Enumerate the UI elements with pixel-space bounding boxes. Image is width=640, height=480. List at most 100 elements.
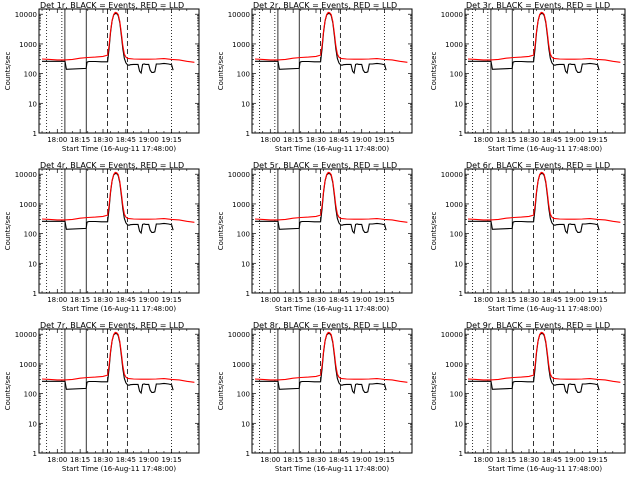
panel-title: Det 1r, BLACK = Events, RED = LLD: [40, 1, 184, 10]
series-group: [41, 331, 195, 395]
y-tick-label: 100: [24, 231, 37, 239]
x-tick-label: 19:15: [374, 296, 394, 304]
x-tick-label: 18:00: [260, 136, 280, 144]
x-tick-label: 19:15: [374, 456, 394, 464]
x-tick-label: 18:45: [542, 296, 562, 304]
x-tick-label: 19:15: [161, 456, 181, 464]
events-series-line: [255, 13, 387, 75]
lld-series-line: [467, 11, 621, 63]
lld-series-line: [41, 331, 195, 383]
x-tick-label: 18:15: [283, 296, 303, 304]
lld-series-line: [254, 331, 408, 383]
detector-panel: Det 6r, BLACK = Events, RED = LLD 1 10 100 1…: [430, 161, 626, 313]
y-tick-label: 100: [24, 391, 37, 399]
y-tick-label: 10000: [228, 171, 250, 179]
series-group: [467, 171, 621, 235]
panel-title: Det 6r, BLACK = Events, RED = LLD: [466, 161, 610, 170]
y-axis-label: Counts/sec: [4, 372, 12, 411]
y-tick-label: 10: [28, 420, 37, 428]
x-axis-label: Start Time (16-Aug-11 17:48:00): [275, 465, 389, 473]
series-group: [254, 171, 408, 235]
y-tick-label: 10: [28, 100, 37, 108]
plot-frame: [464, 168, 626, 294]
y-axis-label: Counts/sec: [217, 212, 225, 251]
y-tick-label: 1: [33, 290, 37, 298]
y-axis-label: Counts/sec: [4, 212, 12, 251]
detector-panel: Det 5r, BLACK = Events, RED = LLD 1 10 100 1…: [217, 161, 413, 313]
series-group: [41, 11, 195, 75]
x-tick-label: 18:15: [496, 456, 516, 464]
y-axis-label: Counts/sec: [217, 52, 225, 91]
y-tick-label: 1: [459, 450, 463, 458]
lld-series-line: [254, 171, 408, 223]
x-tick-label: 19:15: [587, 296, 607, 304]
y-tick-label: 10: [241, 100, 250, 108]
y-tick-label: 10: [241, 420, 250, 428]
x-tick-label: 19:00: [565, 296, 585, 304]
x-tick-label: 18:15: [70, 296, 90, 304]
x-tick-label: 19:00: [139, 456, 159, 464]
x-tick-label: 19:15: [161, 136, 181, 144]
y-tick-label: 10000: [228, 11, 250, 19]
series-group: [467, 11, 621, 75]
x-axis-label: Start Time (16-Aug-11 17:48:00): [488, 465, 602, 473]
x-axis-label: Start Time (16-Aug-11 17:48:00): [62, 305, 176, 313]
x-tick-label: 19:15: [161, 296, 181, 304]
x-tick-label: 18:00: [47, 136, 67, 144]
y-tick-label: 1: [246, 290, 250, 298]
x-tick-label: 19:00: [352, 456, 372, 464]
y-tick-label: 100: [237, 71, 250, 79]
events-series-line: [42, 173, 174, 235]
y-tick-label: 1000: [232, 41, 250, 49]
y-tick-label: 1000: [232, 361, 250, 369]
x-tick-label: 18:15: [496, 296, 516, 304]
x-tick-label: 18:45: [329, 136, 349, 144]
x-tick-label: 19:00: [139, 136, 159, 144]
x-tick-label: 18:15: [283, 456, 303, 464]
y-tick-label: 100: [450, 391, 463, 399]
x-tick-label: 19:15: [587, 136, 607, 144]
x-tick-label: 18:30: [306, 456, 326, 464]
panel-title: Det 5r, BLACK = Events, RED = LLD: [253, 161, 397, 170]
x-axis-label: Start Time (16-Aug-11 17:48:00): [488, 305, 602, 313]
x-tick-label: 18:00: [260, 296, 280, 304]
y-tick-label: 10: [454, 260, 463, 268]
x-tick-label: 18:00: [47, 456, 67, 464]
y-tick-label: 10000: [15, 11, 37, 19]
x-tick-label: 19:00: [352, 136, 372, 144]
x-axis-label: Start Time (16-Aug-11 17:48:00): [488, 145, 602, 153]
panel-title: Det 3r, BLACK = Events, RED = LLD: [466, 1, 610, 10]
y-tick-label: 1: [33, 450, 37, 458]
x-axis-label: Start Time (16-Aug-11 17:48:00): [275, 305, 389, 313]
x-tick-label: 18:30: [93, 456, 113, 464]
detector-panel: Det 9r, BLACK = Events, RED = LLD 1 10 100 1…: [430, 321, 626, 473]
y-tick-label: 10: [454, 420, 463, 428]
plot-frame: [38, 328, 200, 454]
y-tick-label: 10000: [441, 171, 463, 179]
x-axis-label: Start Time (16-Aug-11 17:48:00): [275, 145, 389, 153]
x-tick-label: 19:00: [565, 136, 585, 144]
y-tick-label: 100: [237, 391, 250, 399]
detector-panel: Det 1r, BLACK = Events, RED = LLD 1 10 100 1…: [4, 1, 200, 153]
x-tick-label: 18:15: [283, 136, 303, 144]
x-tick-label: 19:00: [565, 456, 585, 464]
lld-series-line: [254, 11, 408, 63]
detector-panel: Det 4r, BLACK = Events, RED = LLD 1 10 100 1…: [4, 161, 200, 313]
x-tick-label: 19:15: [587, 456, 607, 464]
series-group: [254, 331, 408, 395]
lld-series-line: [41, 171, 195, 223]
x-tick-label: 18:45: [116, 136, 136, 144]
y-tick-label: 1: [246, 130, 250, 138]
x-tick-label: 19:15: [374, 136, 394, 144]
y-tick-label: 1000: [19, 201, 37, 209]
x-tick-label: 18:00: [260, 456, 280, 464]
x-tick-label: 18:00: [473, 136, 493, 144]
lld-series-line: [467, 331, 621, 383]
y-tick-label: 10000: [441, 11, 463, 19]
events-series-line: [468, 173, 600, 235]
x-tick-label: 18:30: [93, 136, 113, 144]
x-tick-label: 18:30: [306, 296, 326, 304]
series-group: [41, 171, 195, 235]
y-tick-label: 1000: [445, 41, 463, 49]
